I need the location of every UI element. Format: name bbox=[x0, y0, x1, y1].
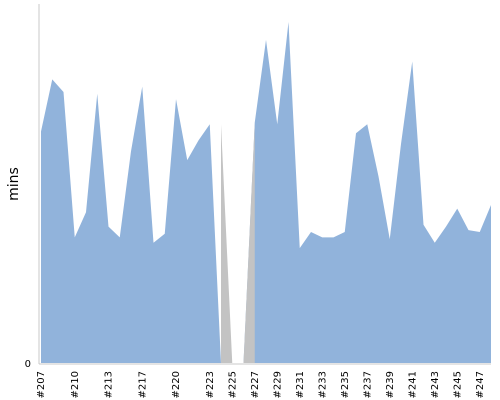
x-tick-label-5: #223 bbox=[205, 371, 216, 398]
x-tick-label-8: #229 bbox=[272, 371, 283, 398]
series-0-area-0 bbox=[41, 21, 491, 363]
x-tick-label-3: #217 bbox=[137, 371, 148, 398]
x-tick-label-12: #237 bbox=[362, 371, 373, 398]
x-tick-label-10: #233 bbox=[317, 371, 328, 398]
series-layer bbox=[41, 21, 491, 363]
x-tick-label-11: #235 bbox=[340, 371, 351, 398]
x-tick-label-9: #231 bbox=[295, 371, 306, 398]
x-tick-label-6: #225 bbox=[227, 371, 238, 398]
x-tick-label-7: #227 bbox=[250, 371, 261, 398]
y-axis-title: mins bbox=[6, 167, 22, 201]
x-tick-label-0: #207 bbox=[36, 371, 47, 398]
x-tick-label-4: #220 bbox=[171, 371, 182, 398]
x-tick-label-15: #243 bbox=[430, 371, 441, 398]
x-tick-label-16: #245 bbox=[452, 371, 463, 398]
y-tick-label-0: 0 bbox=[25, 359, 31, 370]
x-tick-label-13: #239 bbox=[385, 371, 396, 398]
x-tick-label-14: #241 bbox=[407, 371, 418, 398]
x-tick-label-1: #210 bbox=[70, 371, 81, 398]
x-tick-label-17: #247 bbox=[475, 371, 486, 398]
y-tick-labels: 0 bbox=[25, 359, 31, 370]
series-1-area-0 bbox=[221, 122, 255, 363]
x-tick-label-2: #213 bbox=[104, 371, 115, 398]
x-tick-labels: #207 #210 #213 #217 #220 #223 #225 #227 #229 #231… bbox=[36, 371, 486, 398]
